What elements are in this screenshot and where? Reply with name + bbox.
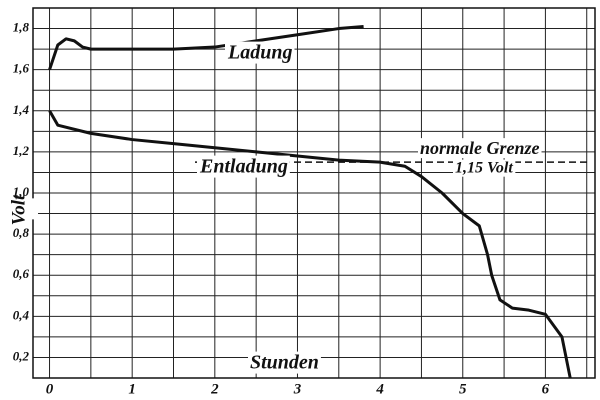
x-tick-label: 0 <box>46 381 54 397</box>
series-label-bg <box>197 155 290 178</box>
y-tick-label: 0,2 <box>13 348 30 363</box>
y-tick-label: 0,4 <box>13 307 30 322</box>
y-tick-label: 0,6 <box>13 266 30 281</box>
annotation-bg <box>453 159 516 177</box>
annotation: normale Grenze <box>420 138 540 158</box>
series-line <box>48 110 572 379</box>
plot-frame <box>32 7 596 379</box>
x-axis-label-bg <box>248 351 321 374</box>
y-tick-label: 1,2 <box>13 143 30 158</box>
series-line <box>48 25 364 71</box>
x-tick-label: 2 <box>210 381 219 397</box>
x-tick-label: 6 <box>542 381 550 397</box>
annotation: 1,15 Volt <box>455 160 513 177</box>
series-label-bg <box>225 41 295 64</box>
y-tick-label: 0,8 <box>13 225 30 240</box>
series-label: Ladung <box>227 42 292 64</box>
x-tick-label: 4 <box>375 381 384 397</box>
y-axis-label-bg <box>2 198 39 220</box>
series-label: Entladung <box>199 156 288 178</box>
y-tick-label: 1,8 <box>13 20 30 35</box>
y-tick-label: 1,6 <box>13 61 30 76</box>
x-tick-label: 1 <box>128 381 136 397</box>
annotation-bg <box>418 138 542 159</box>
y-axis-label: Volt <box>8 194 29 225</box>
x-axis-label: Stunden <box>250 352 319 374</box>
y-tick-label: 1,4 <box>13 102 30 117</box>
x-tick-label: 3 <box>293 381 302 397</box>
y-tick-label: 1,0 <box>13 184 30 199</box>
x-tick-label: 5 <box>459 381 467 397</box>
